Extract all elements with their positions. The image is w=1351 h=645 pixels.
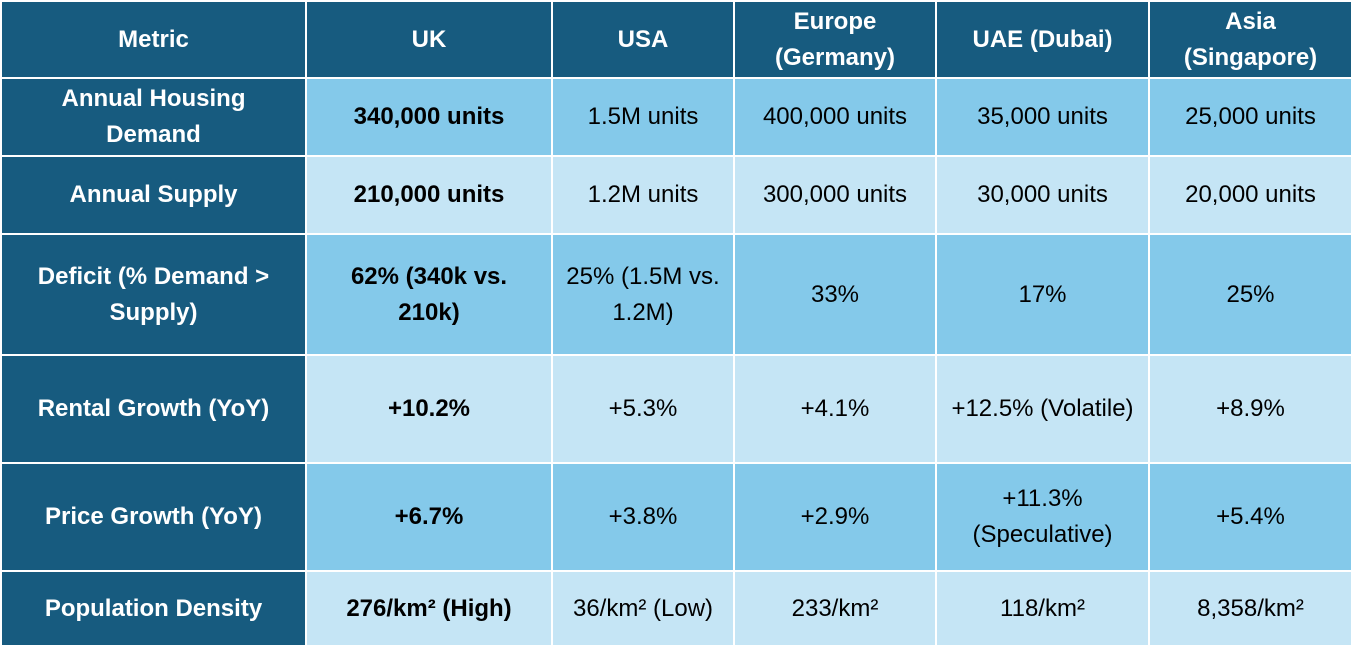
value-cell: 25% (1.5M vs. 1.2M): [551, 233, 735, 356]
value-cell: 33%: [733, 233, 937, 356]
value-cell: 25%: [1148, 233, 1351, 356]
value-cell: 20,000 units: [1148, 155, 1351, 235]
value-cell: +4.1%: [733, 354, 937, 464]
metric-cell: Price Growth (YoY): [0, 462, 307, 572]
header-cell: Metric: [0, 0, 307, 79]
metric-cell: Deficit (% Demand > Supply): [0, 233, 307, 356]
table-row: Price Growth (YoY) +6.7% +3.8% +2.9% +11.3% …: [0, 462, 1351, 572]
metric-cell: Rental Growth (YoY): [0, 354, 307, 464]
header-cell: Europe (Germany): [733, 0, 937, 79]
value-cell: 25,000 units: [1148, 77, 1351, 157]
header-cell: UK: [305, 0, 553, 79]
table-row: Rental Growth (YoY) +10.2% +5.3% +4.1% +12.5…: [0, 354, 1351, 464]
value-cell: 8,358/km²: [1148, 570, 1351, 645]
value-cell: +12.5% (Volatile): [935, 354, 1150, 464]
value-cell: 36/km² (Low): [551, 570, 735, 645]
value-cell: +5.3%: [551, 354, 735, 464]
value-cell: 1.5M units: [551, 77, 735, 157]
value-cell: 210,000 units: [305, 155, 553, 235]
value-cell: 30,000 units: [935, 155, 1150, 235]
value-cell: 118/km²: [935, 570, 1150, 645]
value-cell: 1.2M units: [551, 155, 735, 235]
value-cell: 400,000 units: [733, 77, 937, 157]
metric-cell: Annual Supply: [0, 155, 307, 235]
value-cell: 62% (340k vs. 210k): [305, 233, 553, 356]
table-row: Annual Supply 210,000 units 1.2M units 300,…: [0, 155, 1351, 235]
value-cell: +8.9%: [1148, 354, 1351, 464]
table-row: Deficit (% Demand > Supply) 62% (340k vs.…: [0, 233, 1351, 356]
header-cell: USA: [551, 0, 735, 79]
value-cell: +6.7%: [305, 462, 553, 572]
value-cell: 35,000 units: [935, 77, 1150, 157]
value-cell: 340,000 units: [305, 77, 553, 157]
value-cell: 233/km²: [733, 570, 937, 645]
value-cell: +2.9%: [733, 462, 937, 572]
value-cell: 300,000 units: [733, 155, 937, 235]
value-cell: 276/km² (High): [305, 570, 553, 645]
value-cell: +3.8%: [551, 462, 735, 572]
metric-cell: Population Density: [0, 570, 307, 645]
header-row: Metric UK USA Europe (Germany) UAE (Dubai) As…: [0, 0, 1351, 79]
value-cell: +11.3% (Speculative): [935, 462, 1150, 572]
header-cell: UAE (Dubai): [935, 0, 1150, 79]
table-row: Annual Housing Demand 340,000 units 1.5M u…: [0, 77, 1351, 157]
value-cell: +10.2%: [305, 354, 553, 464]
value-cell: +5.4%: [1148, 462, 1351, 572]
value-cell: 17%: [935, 233, 1150, 356]
table-row: Population Density 276/km² (High) 36/km² (…: [0, 570, 1351, 645]
header-cell: Asia (Singapore): [1148, 0, 1351, 79]
metric-cell: Annual Housing Demand: [0, 77, 307, 157]
